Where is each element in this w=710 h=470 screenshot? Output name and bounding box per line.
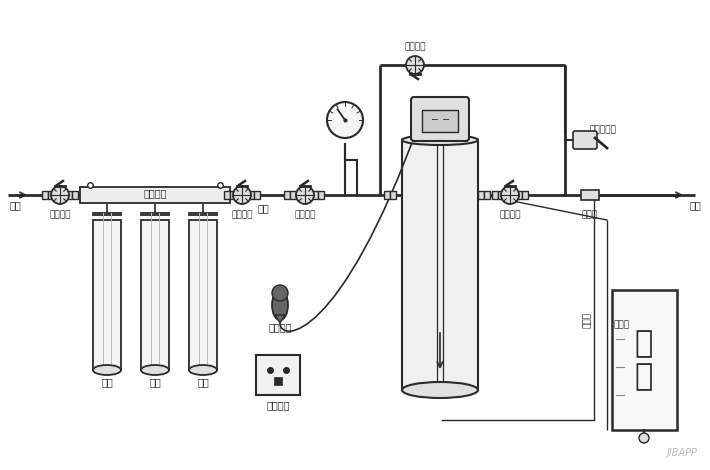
Bar	[93, 220, 121, 370]
Bar	[581, 190, 599, 200]
Bar	[189, 213, 217, 215]
Bar	[66, 191, 72, 199]
Bar	[318, 191, 324, 199]
Text: 双联支架: 双联支架	[143, 188, 167, 198]
Bar	[254, 191, 260, 199]
Text: 电源插座: 电源插座	[266, 400, 290, 410]
Bar	[484, 191, 490, 199]
Circle shape	[296, 186, 314, 204]
Text: 滤瓶: 滤瓶	[149, 377, 161, 387]
Text: 取样水龙头: 取样水龙头	[590, 125, 617, 134]
Bar	[498, 191, 504, 199]
Text: 滤瓶: 滤瓶	[197, 377, 209, 387]
Text: 盐
桶: 盐 桶	[635, 329, 653, 392]
Text: 电源插头: 电源插头	[268, 322, 292, 332]
Text: 控制阀门: 控制阀门	[231, 211, 253, 219]
Text: 滤瓶: 滤瓶	[101, 377, 113, 387]
Circle shape	[406, 56, 424, 74]
Bar	[478, 191, 484, 199]
Bar	[522, 191, 528, 199]
Bar	[141, 220, 169, 370]
Bar	[284, 191, 290, 199]
Text: 控制阀门: 控制阀门	[499, 211, 520, 219]
Ellipse shape	[272, 290, 288, 320]
Text: JIBAPP: JIBAPP	[666, 448, 697, 458]
FancyBboxPatch shape	[573, 131, 597, 149]
Circle shape	[233, 186, 251, 204]
Bar	[48, 191, 54, 199]
Text: 吸盐管: 吸盐管	[613, 321, 629, 329]
Bar	[42, 191, 48, 199]
Bar	[80, 187, 230, 203]
Bar	[230, 191, 236, 199]
Circle shape	[501, 186, 519, 204]
Polygon shape	[275, 315, 285, 323]
Bar	[189, 220, 217, 370]
Bar	[248, 191, 254, 199]
Bar	[612, 290, 677, 430]
Bar	[492, 191, 498, 199]
Bar	[390, 191, 396, 199]
Ellipse shape	[93, 365, 121, 375]
Bar	[274, 377, 282, 385]
Text: 出水: 出水	[257, 203, 269, 213]
Text: 旁通阀门: 旁通阀门	[404, 42, 426, 52]
Bar	[402, 140, 478, 390]
Circle shape	[327, 102, 363, 138]
Text: ─  ─: ─ ─	[431, 115, 449, 125]
Bar	[141, 213, 169, 215]
Circle shape	[272, 285, 288, 301]
Text: 排污管: 排污管	[583, 312, 592, 328]
Bar	[72, 191, 78, 199]
Bar	[290, 191, 296, 199]
Bar	[256, 355, 300, 395]
Circle shape	[639, 433, 649, 443]
Text: 出水: 出水	[689, 200, 701, 210]
Ellipse shape	[402, 135, 478, 145]
Text: 控制阀门: 控制阀门	[294, 211, 316, 219]
FancyBboxPatch shape	[411, 97, 469, 141]
Bar	[93, 213, 121, 215]
Ellipse shape	[189, 365, 217, 375]
Text: 控制阀门: 控制阀门	[49, 211, 71, 219]
Bar	[516, 191, 522, 199]
Ellipse shape	[141, 365, 169, 375]
Circle shape	[51, 186, 69, 204]
Bar	[312, 191, 318, 199]
Bar	[224, 191, 230, 199]
Ellipse shape	[402, 382, 478, 398]
Bar	[384, 191, 390, 199]
Text: 进水: 进水	[9, 200, 21, 210]
Text: 止回阀: 止回阀	[582, 211, 598, 219]
Bar	[422, 110, 458, 132]
